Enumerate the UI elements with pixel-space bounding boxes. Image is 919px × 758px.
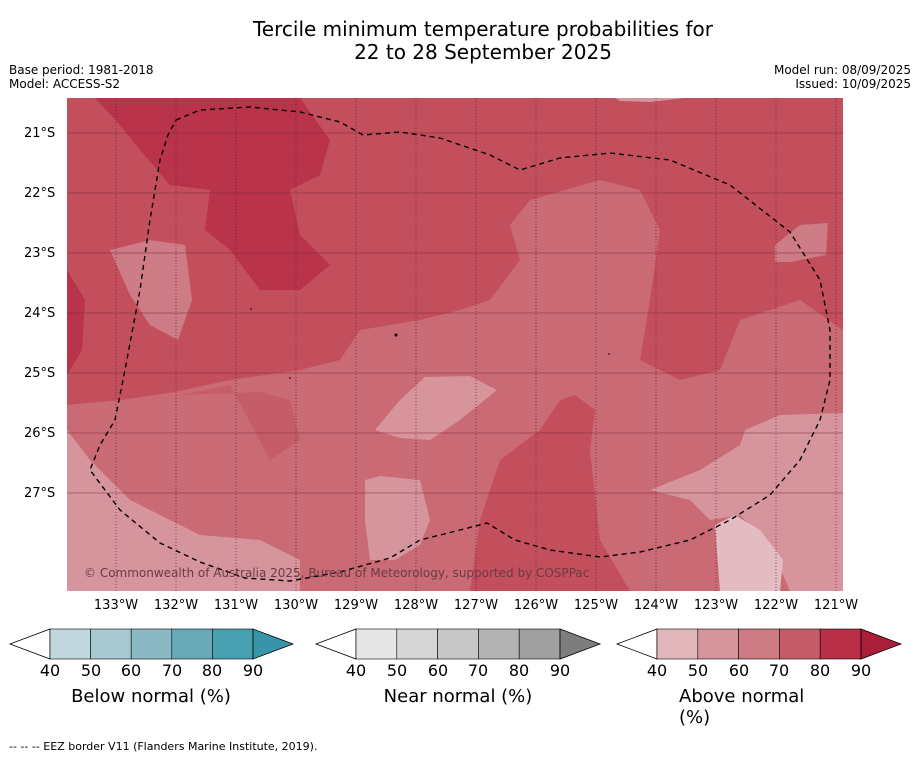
lon-label: 129°W <box>333 598 379 613</box>
lon-label: 131°W <box>213 598 259 613</box>
colorbar-tick: 70 <box>467 661 489 680</box>
field-60-north <box>615 98 685 102</box>
issued-date: Issued: 10/09/2025 <box>795 77 911 91</box>
meta-right: Model run: 08/09/2025 Issued: 10/09/2025 <box>774 63 911 91</box>
lat-label: 23°S <box>24 246 56 261</box>
lat-label: 26°S <box>24 426 56 441</box>
lat-label: 21°S <box>24 126 56 141</box>
lon-label: 123°W <box>693 598 739 613</box>
colorbar-tick: 40 <box>39 661 61 680</box>
field-90-north <box>95 98 330 290</box>
title-line-1: Tercile minimum temperature probabilitie… <box>252 17 714 41</box>
colorbar-tick: 90 <box>242 661 264 680</box>
field-60-east <box>775 223 828 262</box>
eez-legend-note: -- -- -- EEZ border V11 (Flanders Marine… <box>9 740 318 753</box>
field-80-mid <box>180 385 300 460</box>
colorbar-tick: 40 <box>646 661 668 680</box>
model-run: Model run: 08/09/2025 <box>773 63 911 77</box>
colorbar-above <box>615 628 903 660</box>
lon-label: 125°W <box>573 598 619 613</box>
field-60-southeast <box>650 413 843 591</box>
colorbar-tick: 80 <box>508 661 530 680</box>
lat-label: 24°S <box>24 306 56 321</box>
colorbar-tick: 50 <box>386 661 408 680</box>
colorbar-label-below: Below normal (%) <box>71 686 231 707</box>
island <box>250 308 252 310</box>
field-60-southwest <box>67 430 300 591</box>
lat-label: 22°S <box>24 186 56 201</box>
probability-field <box>67 98 843 591</box>
lon-label: 126°W <box>513 598 559 613</box>
latitude-lines <box>67 132 843 494</box>
lon-label: 121°W <box>813 598 859 613</box>
colorbar-tick: 90 <box>549 661 571 680</box>
colorbar-label-near: Near normal (%) <box>383 686 533 707</box>
field-50-center <box>375 376 497 440</box>
colorbar-tick: 70 <box>161 661 183 680</box>
field-60-south-center <box>365 476 430 560</box>
lon-label: 124°W <box>633 598 679 613</box>
colorbar-label-above: Above normal (%) <box>679 686 805 728</box>
field-50-southeast <box>715 515 783 591</box>
map-title: Tercile minimum temperature probabilitie… <box>0 18 919 64</box>
model-name: Model: ACCESS-S2 <box>9 77 121 91</box>
colorbar-tick: 40 <box>345 661 367 680</box>
field-60-west <box>110 240 192 340</box>
base-period: Base period: 1981-2018 <box>9 63 154 77</box>
colorbar-tick: 50 <box>80 661 102 680</box>
meta-left: Base period: 1981-2018 Model: ACCESS-S2 <box>9 63 154 91</box>
field-90-west <box>67 270 85 375</box>
colorbar-tick: 70 <box>768 661 790 680</box>
copyright-notice: © Commonwealth of Australia 2025, Bureau… <box>84 566 590 580</box>
colorbar-tick: 50 <box>687 661 709 680</box>
lon-label: 130°W <box>273 598 319 613</box>
lon-label: 127°W <box>453 598 499 613</box>
colorbar-tick: 80 <box>201 661 223 680</box>
lon-label: 133°W <box>93 598 139 613</box>
lat-label: 25°S <box>24 366 56 381</box>
lat-label: 27°S <box>24 486 56 501</box>
island <box>289 377 291 379</box>
lon-label: 128°W <box>393 598 439 613</box>
lon-label: 132°W <box>153 598 199 613</box>
colorbar-below <box>8 628 295 660</box>
colorbar-tick: 80 <box>809 661 831 680</box>
colorbar-tick: 90 <box>850 661 872 680</box>
eez-border <box>89 106 831 582</box>
longitude-lines <box>115 98 837 591</box>
title-line-2: 22 to 28 September 2025 <box>354 40 612 64</box>
island <box>394 333 398 337</box>
colorbar-tick: 60 <box>728 661 750 680</box>
colorbar-tick: 60 <box>120 661 142 680</box>
colorbar-tick: 60 <box>427 661 449 680</box>
island <box>608 353 610 355</box>
colorbar-near <box>314 628 602 660</box>
lon-label: 122°W <box>753 598 799 613</box>
